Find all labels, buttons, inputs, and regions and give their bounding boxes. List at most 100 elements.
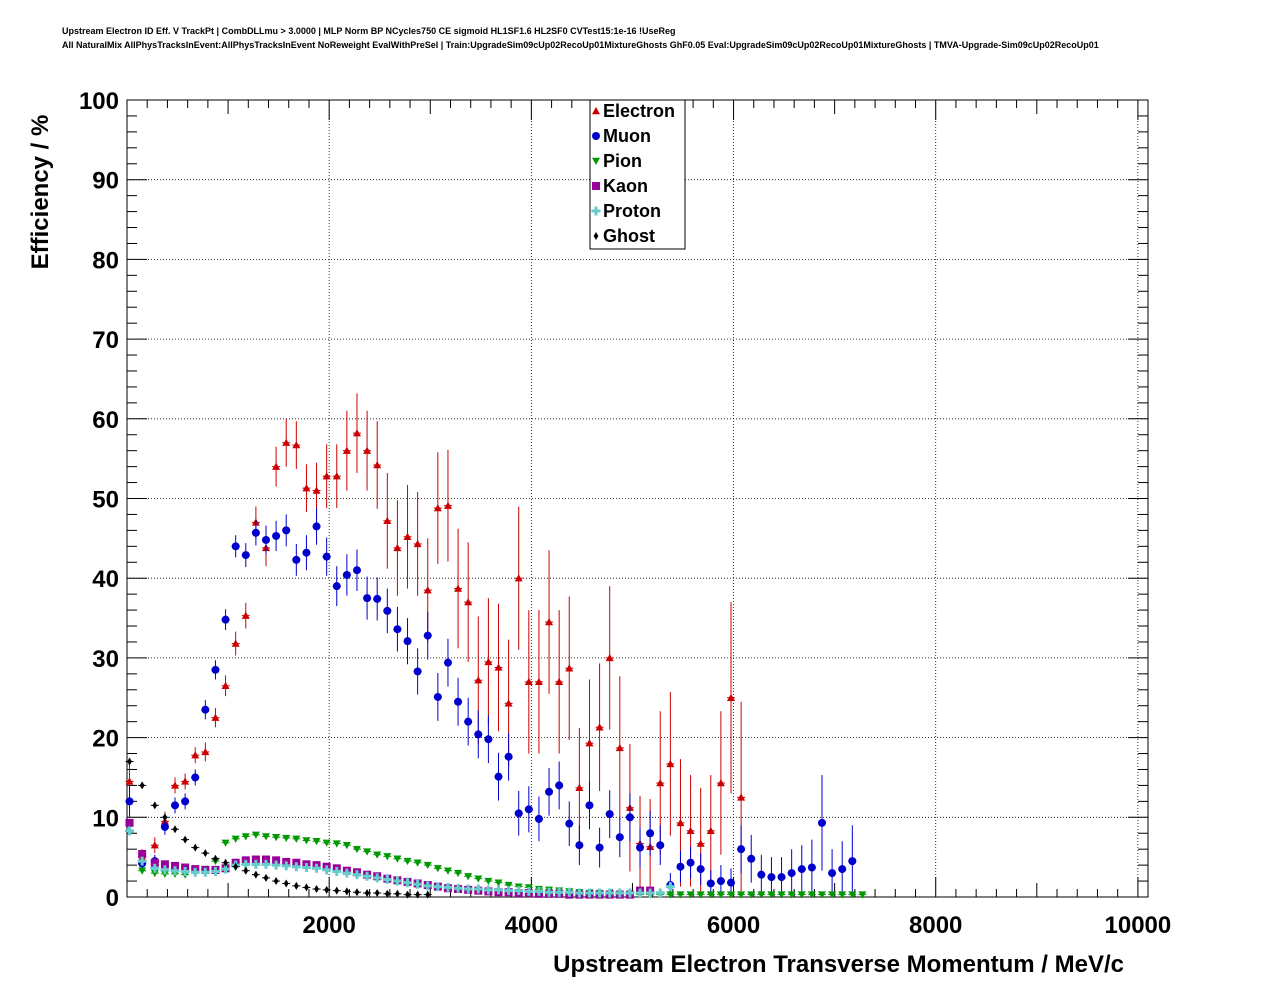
data-point [696,891,705,899]
data-point [415,890,421,899]
chart-header-line-2: All NaturalMix AllPhysTracksInEvent:AllP… [62,40,1099,50]
data-point [150,841,159,849]
data-point [282,526,291,535]
data-point [443,501,452,509]
legend-marker-kaon [592,182,600,190]
legend-marker-electron [592,107,600,115]
data-point [138,867,147,875]
data-point [373,594,382,603]
data-point [304,883,309,892]
data-point [181,797,190,806]
data-point [595,888,605,898]
data-point [263,873,269,882]
data-point [253,870,259,879]
data-point [727,891,736,899]
data-point [737,793,746,801]
y-tick-label: 40 [92,566,119,593]
data-point [858,891,867,899]
data-point [666,891,675,899]
data-point [362,871,372,881]
data-point [395,889,400,898]
data-point [656,779,665,787]
data-point [332,866,342,876]
legend-marker-proton [591,206,601,216]
data-point [382,874,392,884]
data-point [425,890,431,899]
data-point [605,810,614,819]
data-point [655,888,665,898]
data-point [848,891,857,899]
data-point [443,658,452,667]
data-point [534,886,544,896]
data-point [241,611,250,619]
data-point [797,891,806,899]
data-point [354,888,360,897]
data-point [554,887,564,897]
data-point [272,834,281,842]
data-point [202,849,208,858]
chart-header-line-1: Upstream Electron ID Eff. V TrackPt | Co… [62,26,676,36]
data-point [192,843,198,852]
data-point [251,528,260,537]
data-point [138,849,147,858]
data-point [605,653,614,662]
data-point [170,866,180,876]
data-point [342,571,351,580]
data-point [676,818,685,827]
legend-marker-muon [592,132,600,140]
data-point [696,839,705,847]
x-tick-label: 6000 [707,912,760,939]
data-point [344,887,350,896]
data-point [291,862,301,872]
data-point [605,888,615,898]
data-point [312,838,321,846]
data-point [301,863,311,873]
data-point [676,891,685,899]
data-point [272,531,281,540]
data-point [696,865,705,874]
data-point [615,888,625,898]
data-point [454,697,463,706]
data-point [585,801,594,810]
data-point [474,676,483,684]
data-point [211,713,220,721]
data-point [484,877,493,886]
data-point [125,777,134,785]
data-point [433,504,442,512]
data-point [261,535,270,544]
data-point [150,858,159,867]
data-point [342,446,351,454]
data-point [171,801,180,810]
data-point [261,859,271,869]
data-point [332,472,341,480]
data-point [403,857,412,866]
data-point [575,841,584,850]
data-point [180,866,190,876]
data-point [838,891,847,899]
data-point [125,826,135,836]
data-point [413,667,422,676]
data-point [282,834,291,843]
data-point [828,891,837,899]
legend-marker-ghost [593,232,599,240]
data-point [545,787,554,796]
data-point [757,870,766,879]
data-point [625,813,634,822]
data-point [777,873,786,882]
data-point [473,884,483,894]
data-point [243,866,249,875]
data-point [464,598,473,606]
data-point [828,869,837,878]
data-point [443,882,453,892]
data-point [201,705,210,714]
data-point [595,843,604,852]
data-point [727,878,736,887]
data-point [737,845,746,854]
data-point [152,801,158,810]
data-point [383,853,392,861]
data-point [363,594,372,603]
x-tick-label: 8000 [909,912,962,939]
data-point [747,854,756,863]
data-point [372,873,382,883]
data-point [483,885,493,895]
